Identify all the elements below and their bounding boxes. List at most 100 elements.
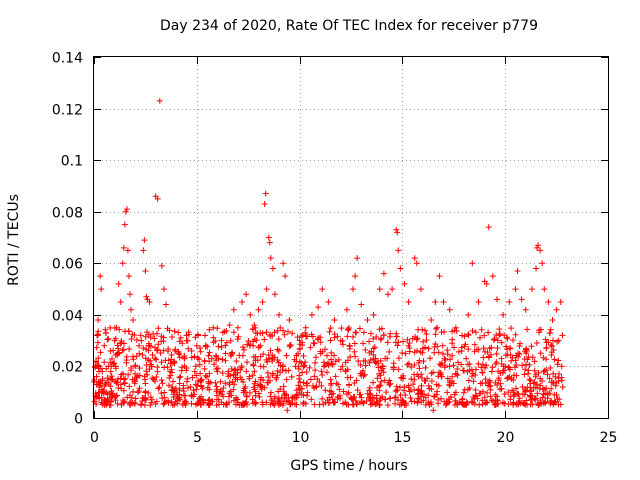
data-point — [158, 338, 165, 345]
data-point — [428, 378, 435, 385]
data-point — [243, 291, 250, 298]
data-point — [325, 298, 332, 305]
data-point — [346, 381, 353, 388]
data-point — [503, 346, 510, 353]
data-point — [269, 370, 276, 377]
data-point — [227, 337, 234, 344]
data-point — [387, 330, 394, 337]
data-point — [251, 368, 258, 375]
data-point — [114, 342, 121, 349]
data-point — [125, 273, 132, 280]
data-point — [497, 330, 504, 337]
data-point — [405, 360, 412, 367]
data-point — [119, 370, 126, 377]
data-point — [222, 357, 229, 364]
data-point — [109, 376, 116, 383]
data-points — [91, 97, 566, 414]
data-point — [122, 208, 129, 215]
data-point — [165, 397, 172, 404]
data-point — [268, 397, 275, 404]
data-point — [543, 385, 550, 392]
grid-lines — [94, 57, 608, 418]
data-point — [273, 376, 280, 383]
data-point — [299, 369, 306, 376]
data-point — [534, 244, 541, 251]
data-point — [227, 388, 234, 395]
y-tick-label: 0.06 — [52, 257, 83, 273]
data-point — [433, 391, 440, 398]
data-point — [193, 372, 200, 379]
data-point — [99, 368, 106, 375]
data-point — [201, 365, 208, 372]
data-point — [442, 402, 449, 409]
data-point — [144, 329, 151, 336]
data-point — [183, 332, 190, 339]
data-point — [108, 373, 115, 380]
data-point — [521, 371, 528, 378]
data-point — [121, 398, 128, 405]
data-point — [452, 397, 459, 404]
data-point — [104, 336, 111, 343]
data-point — [176, 387, 183, 394]
data-point — [220, 385, 227, 392]
data-point — [101, 359, 108, 366]
data-point — [295, 382, 302, 389]
data-point — [360, 340, 367, 347]
data-point — [231, 367, 238, 374]
data-point — [165, 347, 172, 354]
data-point — [548, 397, 555, 404]
data-point — [245, 337, 252, 344]
data-point — [142, 268, 149, 275]
data-point — [537, 326, 544, 333]
data-point — [508, 325, 515, 332]
data-point — [202, 342, 209, 349]
data-point — [455, 348, 462, 355]
data-point — [470, 378, 477, 385]
data-point — [550, 337, 557, 344]
data-point — [96, 394, 103, 401]
data-point — [225, 393, 232, 400]
data-point — [144, 371, 151, 378]
data-point — [489, 273, 496, 280]
data-point — [401, 383, 408, 390]
data-point — [120, 376, 127, 383]
data-point — [486, 378, 493, 385]
data-point — [266, 377, 273, 384]
data-point — [485, 353, 492, 360]
data-point — [392, 400, 399, 407]
data-point — [104, 374, 111, 381]
data-point — [524, 384, 531, 391]
data-point — [210, 339, 217, 346]
data-point — [285, 394, 292, 401]
data-point — [197, 370, 204, 377]
data-point — [507, 396, 514, 403]
data-point — [413, 260, 420, 267]
data-point — [453, 371, 460, 378]
data-point — [226, 379, 233, 386]
data-point — [512, 357, 519, 364]
data-point — [428, 317, 435, 324]
data-point — [371, 344, 378, 351]
data-point — [120, 346, 127, 353]
data-point — [315, 304, 322, 311]
data-point — [287, 342, 294, 349]
data-point — [296, 372, 303, 379]
data-point — [436, 273, 443, 280]
data-point — [137, 332, 144, 339]
data-point — [158, 262, 165, 269]
data-point — [183, 378, 190, 385]
data-point — [153, 356, 160, 363]
data-point — [221, 328, 228, 335]
data-point — [494, 400, 501, 407]
data-point — [546, 375, 553, 382]
data-point — [260, 363, 267, 370]
data-point — [213, 357, 220, 364]
data-point — [184, 384, 191, 391]
data-point — [366, 384, 373, 391]
data-point — [513, 352, 520, 359]
data-point — [126, 383, 133, 390]
data-point — [461, 333, 468, 340]
data-point — [533, 265, 540, 272]
data-point — [556, 396, 563, 403]
data-point — [352, 273, 359, 280]
